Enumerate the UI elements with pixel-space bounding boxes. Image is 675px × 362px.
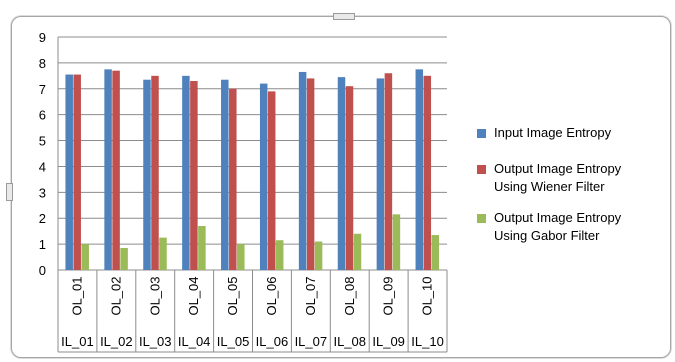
bar-1-OL_06 <box>259 83 268 270</box>
bar-3-OL_06 <box>275 240 284 270</box>
y-tick-label: 7 <box>39 82 46 97</box>
x-tick-label-bottom: IL_10 <box>411 334 444 349</box>
x-tick-label-top: OL_07 <box>303 276 318 315</box>
bar-1-OL_03 <box>143 79 151 270</box>
y-tick-label: 2 <box>39 211 46 226</box>
bar-1-OL_05 <box>221 79 229 270</box>
y-tick-label: 5 <box>39 134 46 149</box>
bar-1-OL_10 <box>415 69 424 270</box>
bar-3-OL_10 <box>431 235 440 270</box>
bar-2-OL_03 <box>151 75 159 270</box>
chart-legend[interactable]: Input Image Entropy Output Image Entropy… <box>477 124 667 258</box>
bar-1-OL_09 <box>376 78 385 270</box>
bar-3-OL_02 <box>120 247 128 270</box>
y-tick-label: 4 <box>39 159 46 174</box>
legend-label-gabor-line2: Using Gabor Filter <box>494 228 600 243</box>
legend-item-input-entropy: Input Image Entropy <box>477 124 667 142</box>
legend-label-wiener-line1: Output Image Entropy <box>494 161 622 176</box>
x-tick-label-top: OL_04 <box>186 276 201 315</box>
legend-item-gabor-entropy: Output Image Entropy Using Gabor Filter <box>477 209 667 245</box>
bar-2-OL_01 <box>73 74 81 271</box>
bar-3-OL_05 <box>237 244 245 270</box>
bar-2-OL_06 <box>267 91 276 270</box>
x-tick-label-bottom: IL_07 <box>295 334 328 349</box>
bar-1-OL_07 <box>298 71 307 270</box>
bar-3-OL_08 <box>353 233 362 270</box>
legend-label-gabor-line1: Output Image Entropy <box>494 210 622 225</box>
bar-3-OL_09 <box>392 214 401 270</box>
x-tick-label-top: OL_02 <box>108 276 123 315</box>
y-tick-label: 6 <box>39 108 46 123</box>
y-tick-label: 3 <box>39 185 46 200</box>
y-tick-label: 1 <box>39 237 46 252</box>
bar-2-OL_08 <box>345 86 354 270</box>
bar-2-OL_10 <box>423 75 432 270</box>
x-tick-label-bottom: IL_06 <box>256 334 289 349</box>
x-tick-label-bottom: IL_09 <box>372 334 405 349</box>
bar-2-OL_09 <box>384 73 393 270</box>
bar-3-OL_04 <box>198 225 206 270</box>
x-tick-label-top: OL_03 <box>147 276 162 315</box>
x-tick-label-top: OL_08 <box>342 276 357 315</box>
bar-3-OL_01 <box>81 244 89 270</box>
x-tick-label-top: OL_09 <box>381 276 396 315</box>
x-tick-label-bottom: IL_05 <box>217 334 250 349</box>
legend-label-wiener-line2: Using Wiener Filter <box>494 179 605 194</box>
bar-3-OL_07 <box>314 241 323 270</box>
legend-item-wiener-entropy: Output Image Entropy Using Wiener Filter <box>477 160 667 196</box>
y-tick-label: 8 <box>39 56 46 71</box>
x-tick-label-bottom: IL_04 <box>178 334 211 349</box>
y-tick-label: 0 <box>39 263 46 278</box>
legend-swatch-wiener-entropy <box>477 165 486 174</box>
bar-1-OL_01 <box>65 74 73 271</box>
x-tick-label-top: OL_05 <box>225 276 240 315</box>
x-tick-label-top: OL_10 <box>420 276 435 315</box>
bar-1-OL_08 <box>337 77 346 270</box>
resize-handle-left[interactable] <box>6 183 13 201</box>
x-tick-label-top: OL_01 <box>69 276 84 315</box>
bar-1-OL_02 <box>104 69 112 270</box>
bar-1-OL_04 <box>182 75 190 270</box>
legend-swatch-gabor-entropy <box>477 214 486 223</box>
bar-3-OL_03 <box>159 237 167 270</box>
bar-2-OL_04 <box>190 81 198 270</box>
x-tick-label-bottom: IL_08 <box>333 334 366 349</box>
x-tick-label-bottom: IL_01 <box>61 334 94 349</box>
resize-handle-top[interactable] <box>333 13 355 20</box>
bar-2-OL_07 <box>306 78 315 270</box>
legend-label-input-entropy: Input Image Entropy <box>494 125 612 140</box>
bar-2-OL_05 <box>229 88 237 271</box>
x-tick-label-top: OL_06 <box>264 276 279 315</box>
y-tick-label: 9 <box>39 30 46 45</box>
x-tick-label-bottom: IL_02 <box>100 334 133 349</box>
legend-swatch-input-entropy <box>477 129 486 138</box>
x-tick-label-bottom: IL_03 <box>139 334 172 349</box>
bar-2-OL_02 <box>112 70 120 271</box>
